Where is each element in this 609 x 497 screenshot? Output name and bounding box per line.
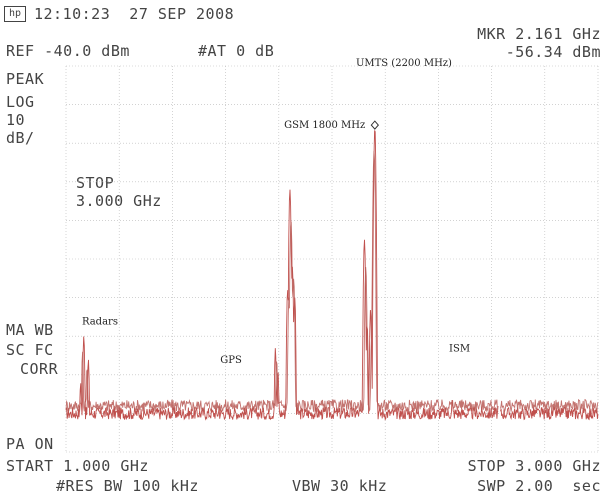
graticule [65,65,599,453]
annotation-label: GSM 1800 MHz [284,120,365,131]
detector-mode: PEAK [6,70,45,88]
annotation-label: Radars [82,317,118,328]
annotation-label: UMTS (2200 MHz) [356,58,452,69]
marker-diamond-icon [370,120,379,130]
sweep-time: SWP 2.00 sec [477,477,601,495]
video-bandwidth: VBW 30 kHz [292,477,388,495]
marker-level: -56.34 dBm [505,43,601,61]
stop-label: STOP [76,174,115,192]
stop-value: 3.000 GHz [76,192,162,210]
attenuation: #AT 0 dB [198,42,275,60]
scale-unit: dB/ [6,129,35,147]
status-corr: CORR [20,360,59,378]
timestamp: 12:10:23 27 SEP 2008 [34,5,235,23]
resolution-bandwidth: #RES BW 100 kHz [56,477,199,495]
annotations: Radars GPS GSM 1800 MHz UMTS (2200 MHz) ISM [82,58,470,366]
status-ma-wb: MA WB [6,321,54,339]
marker-frequency: MKR 2.161 GHz [477,25,601,43]
spectrum-trace-2 [65,151,599,414]
status-sc-fc: SC FC [6,341,54,359]
stop-frequency: STOP 3.000 GHz [467,457,601,475]
scale-value: 10 [6,111,26,129]
hp-logo: hp [4,6,26,22]
annotation-label: GPS [220,355,242,366]
status-pa-on: PA ON [6,435,54,453]
ref-level: REF -40.0 dBm [6,42,130,60]
scale-type: LOG [6,93,35,111]
spectrum-trace-1 [65,130,599,421]
start-frequency: START 1.000 GHz [6,457,149,475]
spectrum-traces [65,130,599,421]
annotation-label: ISM [449,344,470,355]
marker [370,120,379,130]
